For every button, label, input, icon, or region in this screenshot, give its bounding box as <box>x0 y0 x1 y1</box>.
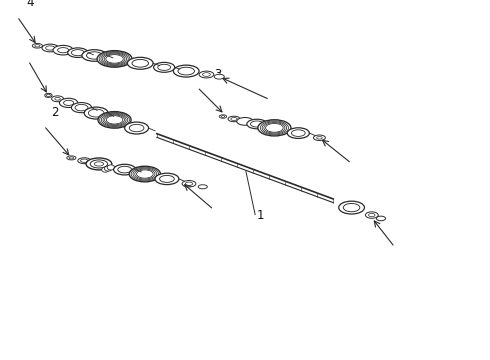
Ellipse shape <box>98 112 131 128</box>
Ellipse shape <box>202 73 210 76</box>
Ellipse shape <box>99 112 129 127</box>
Ellipse shape <box>58 48 69 53</box>
Ellipse shape <box>260 121 289 135</box>
Ellipse shape <box>258 120 291 136</box>
Ellipse shape <box>129 124 144 132</box>
Ellipse shape <box>339 201 365 214</box>
Ellipse shape <box>214 74 224 79</box>
Ellipse shape <box>228 116 240 122</box>
Ellipse shape <box>82 50 107 61</box>
Text: 3: 3 <box>214 68 221 81</box>
Ellipse shape <box>106 55 123 63</box>
Ellipse shape <box>231 117 237 121</box>
Ellipse shape <box>67 156 76 160</box>
Ellipse shape <box>35 45 40 47</box>
Text: 1: 1 <box>257 209 265 222</box>
Text: 4: 4 <box>26 0 34 9</box>
Ellipse shape <box>42 44 58 52</box>
Ellipse shape <box>129 166 161 182</box>
Ellipse shape <box>366 212 378 218</box>
Ellipse shape <box>104 54 125 64</box>
Ellipse shape <box>45 93 52 98</box>
Ellipse shape <box>102 167 109 172</box>
Ellipse shape <box>87 52 102 59</box>
Ellipse shape <box>368 213 375 217</box>
Ellipse shape <box>262 122 287 134</box>
Ellipse shape <box>84 107 108 119</box>
Ellipse shape <box>178 67 195 75</box>
Ellipse shape <box>292 130 305 136</box>
Ellipse shape <box>47 94 50 96</box>
Ellipse shape <box>118 166 131 173</box>
Ellipse shape <box>135 169 155 179</box>
Ellipse shape <box>131 167 159 181</box>
Ellipse shape <box>250 121 264 127</box>
Ellipse shape <box>95 162 103 166</box>
Ellipse shape <box>127 57 153 69</box>
Ellipse shape <box>80 159 88 162</box>
Ellipse shape <box>132 59 148 67</box>
Ellipse shape <box>75 104 88 111</box>
Ellipse shape <box>68 48 88 58</box>
Ellipse shape <box>264 123 285 133</box>
Ellipse shape <box>221 116 225 117</box>
Ellipse shape <box>153 62 175 72</box>
Ellipse shape <box>247 119 267 129</box>
Ellipse shape <box>72 103 92 113</box>
Ellipse shape <box>69 157 74 159</box>
Ellipse shape <box>114 164 136 175</box>
Ellipse shape <box>220 115 227 118</box>
Ellipse shape <box>103 114 126 126</box>
Ellipse shape <box>104 166 112 171</box>
Ellipse shape <box>185 182 193 185</box>
Ellipse shape <box>102 53 126 65</box>
Ellipse shape <box>78 158 91 164</box>
Ellipse shape <box>287 128 309 139</box>
Ellipse shape <box>155 173 179 185</box>
Ellipse shape <box>173 65 199 77</box>
Ellipse shape <box>64 100 74 105</box>
Ellipse shape <box>317 136 322 139</box>
Ellipse shape <box>376 216 386 221</box>
Ellipse shape <box>199 71 214 78</box>
Ellipse shape <box>72 50 84 56</box>
Ellipse shape <box>107 165 115 170</box>
Ellipse shape <box>137 170 153 178</box>
Ellipse shape <box>266 123 283 132</box>
Ellipse shape <box>32 44 43 48</box>
Ellipse shape <box>105 115 124 125</box>
Ellipse shape <box>88 109 104 117</box>
Ellipse shape <box>124 122 148 134</box>
Ellipse shape <box>158 64 171 70</box>
Ellipse shape <box>97 51 132 67</box>
Ellipse shape <box>90 160 108 168</box>
Ellipse shape <box>182 180 196 187</box>
Ellipse shape <box>101 113 128 126</box>
Ellipse shape <box>133 168 157 180</box>
Ellipse shape <box>59 98 78 108</box>
Ellipse shape <box>51 96 64 102</box>
Ellipse shape <box>106 116 123 124</box>
Ellipse shape <box>55 98 60 100</box>
Ellipse shape <box>314 135 325 140</box>
Ellipse shape <box>237 117 253 125</box>
Ellipse shape <box>86 158 112 170</box>
Ellipse shape <box>343 203 360 212</box>
Ellipse shape <box>46 46 55 50</box>
Ellipse shape <box>53 45 73 55</box>
Ellipse shape <box>198 185 207 189</box>
Ellipse shape <box>99 51 130 67</box>
Ellipse shape <box>160 175 174 183</box>
Text: 2: 2 <box>51 105 59 118</box>
Ellipse shape <box>101 52 128 66</box>
